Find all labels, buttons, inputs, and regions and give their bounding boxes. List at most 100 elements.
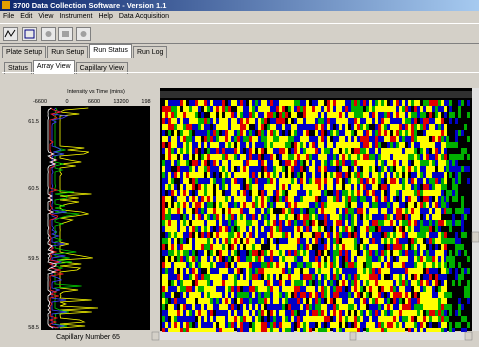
array-cell [438, 256, 441, 262]
array-cell [168, 250, 171, 256]
array-cell [180, 178, 183, 184]
array-cell [336, 178, 339, 184]
array-cell [333, 316, 336, 322]
array-cell [192, 142, 195, 148]
array-cell [189, 286, 192, 292]
array-cell [267, 178, 270, 184]
array-cell [393, 196, 396, 202]
array-cell [390, 190, 393, 196]
array-cell [402, 160, 405, 166]
array-cell [399, 256, 402, 262]
vertical-scrollbar[interactable] [472, 88, 479, 331]
array-cell [276, 304, 279, 310]
array-cell [258, 154, 261, 160]
array-cell [210, 106, 213, 112]
array-cell [372, 184, 375, 190]
array-cell [372, 304, 375, 310]
array-cell [300, 166, 303, 172]
array-cell [458, 106, 461, 112]
array-cell [390, 268, 393, 274]
array-cell [174, 238, 177, 244]
array-cell [231, 226, 234, 232]
array-cell [438, 142, 441, 148]
array-cell [228, 226, 231, 232]
array-cell [195, 256, 198, 262]
array-cell [183, 154, 186, 160]
array-cell [452, 280, 455, 286]
scroll-thumb[interactable] [472, 232, 479, 242]
array-cell [162, 124, 165, 130]
array-cell [432, 214, 435, 220]
array-cell [423, 130, 426, 136]
scroll-arrow[interactable] [152, 332, 159, 340]
array-cell [366, 160, 369, 166]
array-cell [464, 316, 467, 322]
array-cell [201, 298, 204, 304]
array-cell [429, 166, 432, 172]
horizontal-scrollbar[interactable] [152, 332, 472, 340]
array-cell [204, 220, 207, 226]
array-cell [228, 274, 231, 280]
array-cell [324, 112, 327, 118]
array-cell [315, 292, 318, 298]
array-cell [228, 280, 231, 286]
array-cell [216, 172, 219, 178]
array-cell [458, 178, 461, 184]
array-cell [255, 160, 258, 166]
array-cell [291, 130, 294, 136]
array-cell [174, 304, 177, 310]
array-cell [429, 286, 432, 292]
array-cell [189, 274, 192, 280]
array-cell [282, 166, 285, 172]
array-cell [360, 268, 363, 274]
array-cell [282, 226, 285, 232]
array-cell [183, 202, 186, 208]
array-cell [222, 202, 225, 208]
array-cell [360, 190, 363, 196]
array-cell [183, 298, 186, 304]
array-cell [192, 196, 195, 202]
array-cell [303, 262, 306, 268]
array-cell [204, 310, 207, 316]
array-cell [429, 154, 432, 160]
array-cell [378, 202, 381, 208]
array-cell [375, 196, 378, 202]
array-cell [261, 160, 264, 166]
array-cell [366, 232, 369, 238]
array-cell [378, 196, 381, 202]
array-cell [258, 166, 261, 172]
array-cell [333, 310, 336, 316]
array-cell [237, 214, 240, 220]
scroll-thumb[interactable] [350, 332, 356, 340]
array-cell [444, 112, 447, 118]
scroll-arrow[interactable] [465, 332, 472, 340]
array-cell [249, 142, 252, 148]
array-cell [228, 148, 231, 154]
array-cell [273, 268, 276, 274]
array-cell [294, 292, 297, 298]
array-cell [243, 286, 246, 292]
array-cell [282, 322, 285, 328]
array-cell [288, 298, 291, 304]
array-cell [435, 118, 438, 124]
array-cell [369, 226, 372, 232]
array-cell [327, 112, 330, 118]
array-cell [174, 202, 177, 208]
array-cell [288, 244, 291, 250]
array-cell [228, 268, 231, 274]
array-cell [435, 250, 438, 256]
array-cell [423, 244, 426, 250]
array-cell [366, 166, 369, 172]
array-cell [351, 136, 354, 142]
array-cell [261, 106, 264, 112]
array-cell [306, 232, 309, 238]
array-cell [282, 304, 285, 310]
array-cell [438, 322, 441, 328]
array-cell [294, 172, 297, 178]
array-cell [402, 196, 405, 202]
array-cell [363, 124, 366, 130]
array-cell [327, 286, 330, 292]
array-cell [213, 256, 216, 262]
array-cell [348, 238, 351, 244]
array-cell [402, 256, 405, 262]
